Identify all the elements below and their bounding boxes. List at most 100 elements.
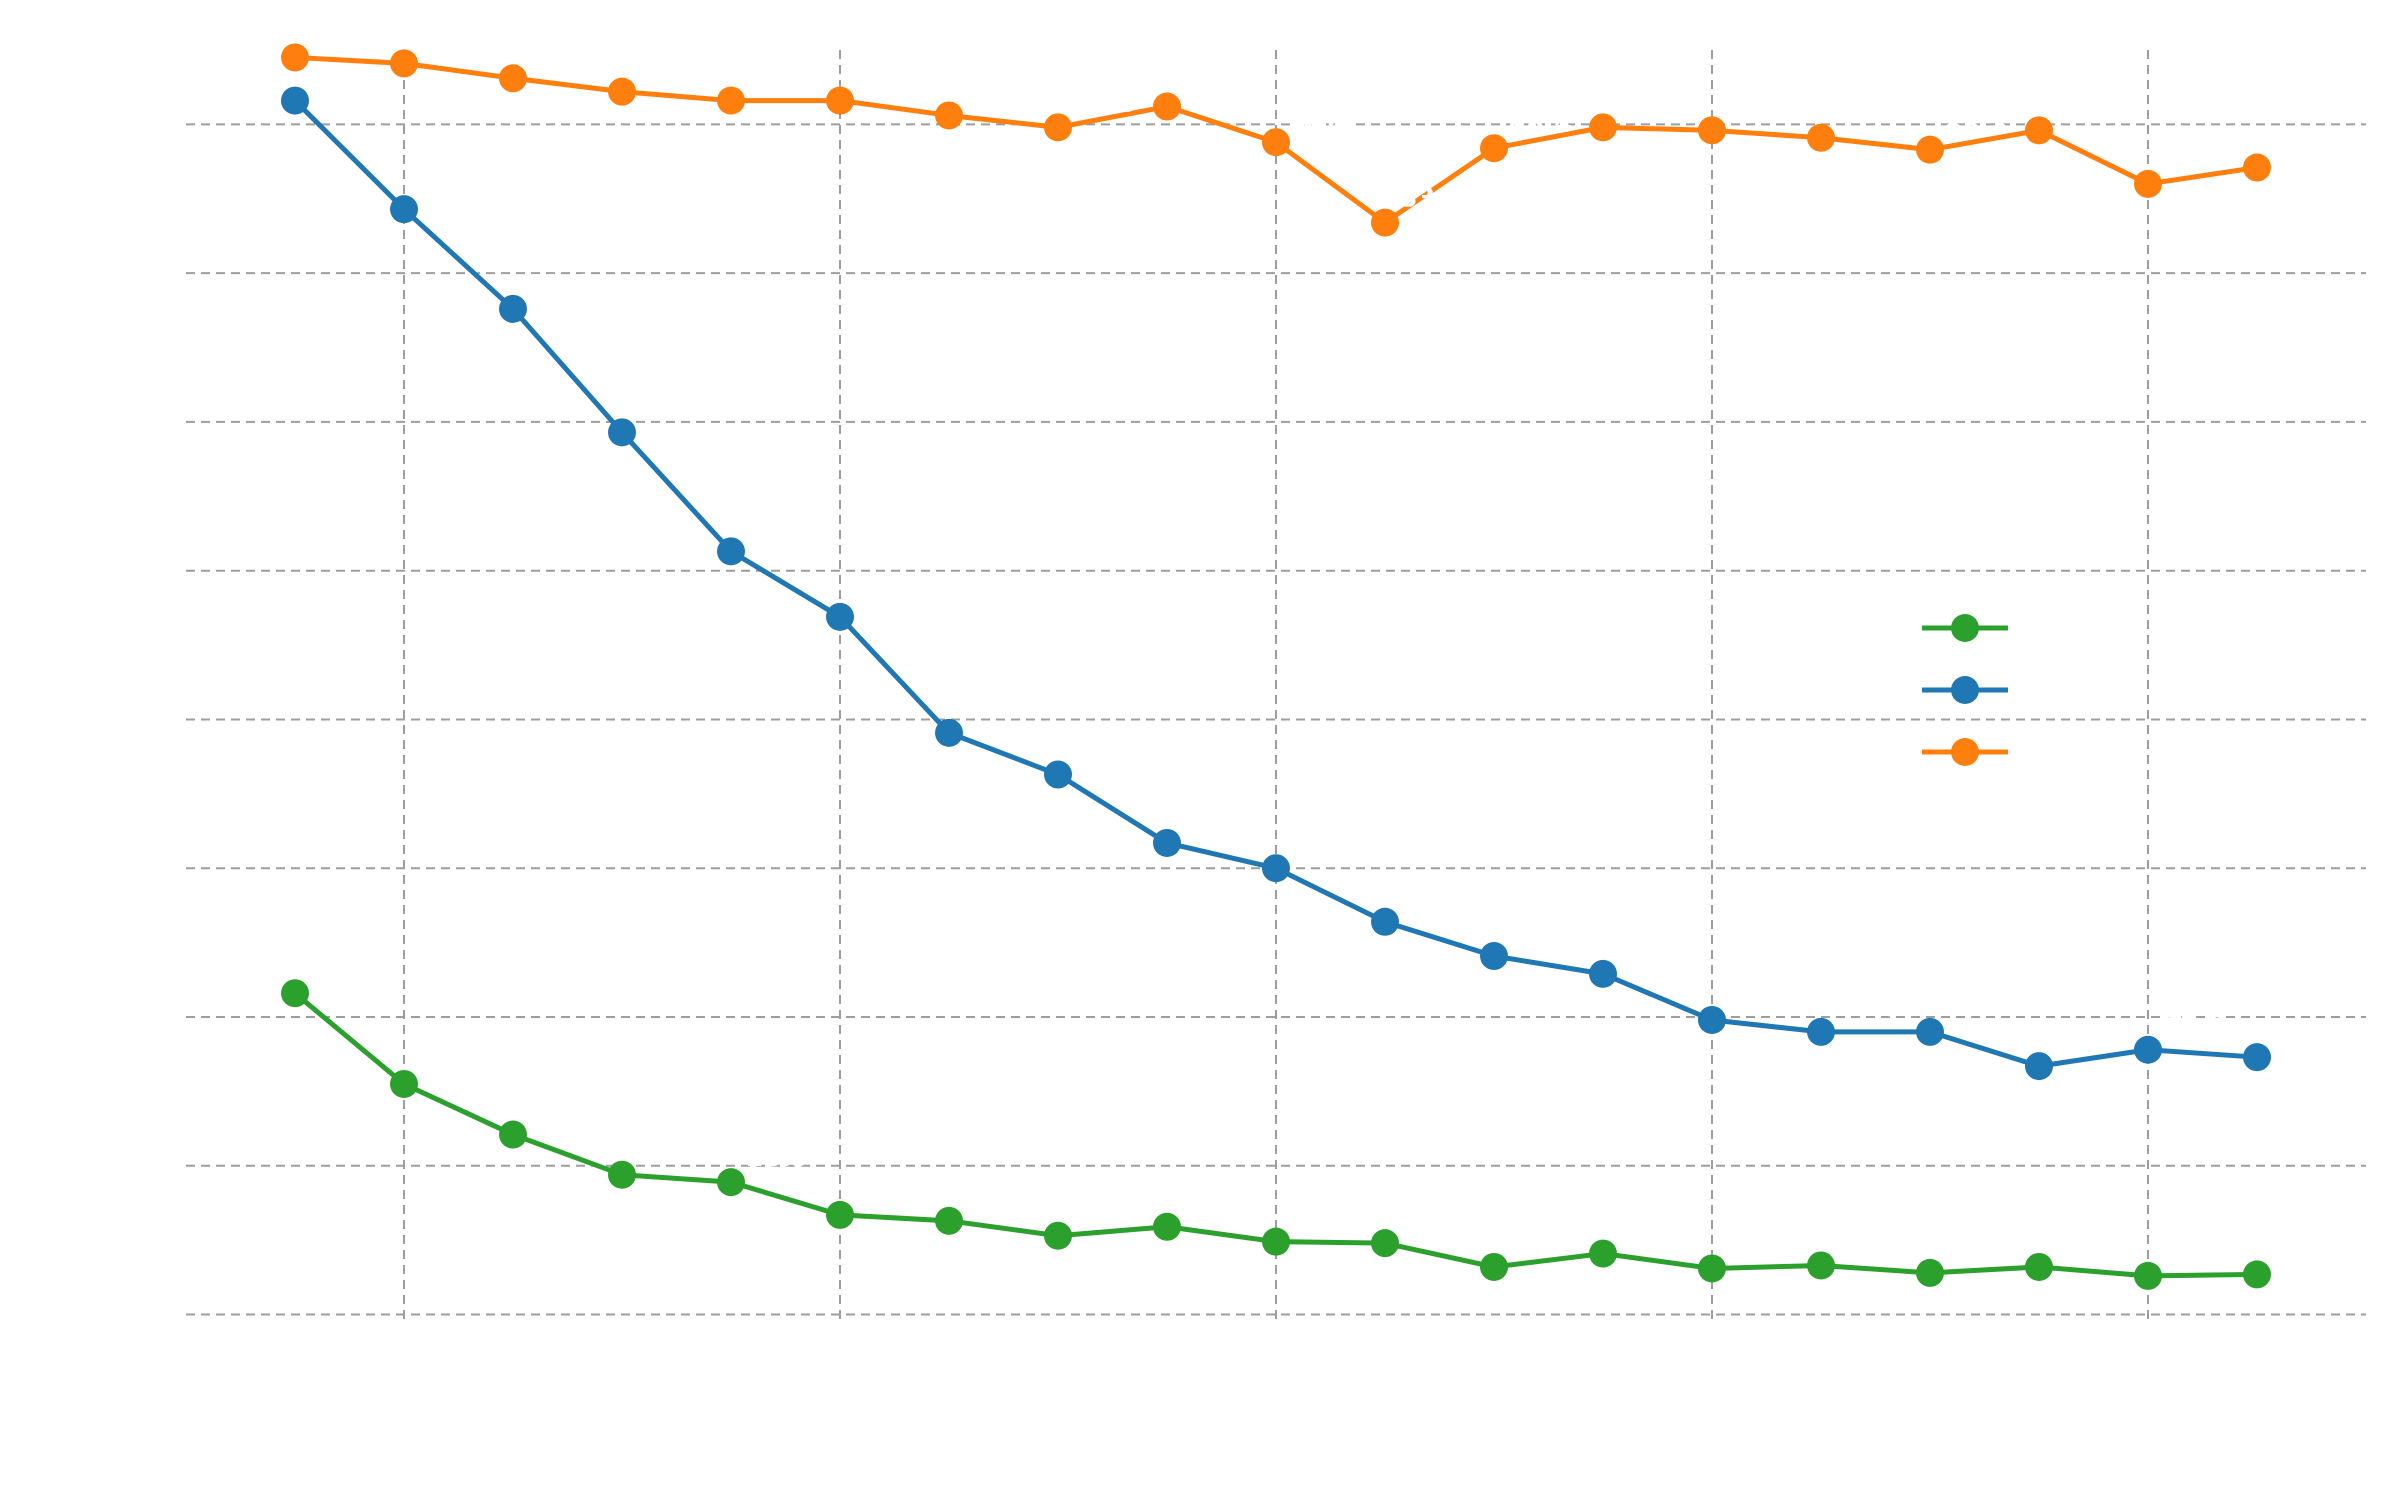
data-point-green (1589, 1239, 1617, 1268)
data-point-orange (1698, 116, 1726, 145)
x-tick-label: 9 (2138, 1343, 2157, 1378)
data-point-green (1916, 1258, 1944, 1287)
data-label-green: 15.9 (1181, 1188, 1245, 1218)
x-tick-label: 1 (394, 1343, 413, 1378)
series-group: 31.6 25.5 22.1 19.4 18.9 16.7 16.3 15.3 15.9 14.9… (281, 18, 2335, 1290)
data-point-green (1698, 1254, 1726, 1283)
legend (1922, 614, 2008, 766)
x-tick-label: 7 (1702, 1343, 1721, 1378)
data-label-green: 31.6 (309, 954, 373, 984)
x-tick-label: 3 (830, 1343, 849, 1378)
data-label-orange: 88.4 (1508, 109, 1572, 139)
data-point-blue (1480, 942, 1508, 971)
data-label-blue: 61.3 (745, 512, 809, 542)
data-label-blue: 49.1 (963, 694, 1027, 724)
data-label-blue: 27.3 (2271, 1018, 2335, 1048)
data-label-orange: 91.2 (1181, 68, 1245, 98)
data-point-green (499, 1120, 527, 1149)
data-point-green (1153, 1212, 1181, 1241)
y-tick-label: 80 (128, 256, 166, 291)
data-label-orange: 86.0 (2162, 145, 2226, 175)
data-label-orange: 94.5 (309, 18, 373, 48)
data-label-green: 12.8 (1944, 1234, 2008, 1264)
data-point-orange (1807, 123, 1835, 152)
data-point-blue (608, 418, 636, 447)
data-label-green: 14.9 (1290, 1203, 1354, 1233)
data-label-blue: 84.3 (418, 170, 482, 200)
data-point-orange (2025, 116, 2053, 145)
data-label-blue: 91.6 (309, 62, 373, 92)
data-point-blue (1807, 1017, 1835, 1046)
data-point-blue (1589, 959, 1617, 988)
data-label-orange: 93.1 (527, 39, 591, 69)
data-point-green (2025, 1252, 2053, 1281)
y-tick-label: 70 (128, 405, 166, 440)
axis-ticks: 10 20 30 40 50 60 70 80 90 1 3 5 7 9 (128, 107, 2158, 1378)
data-point-green (1262, 1227, 1290, 1256)
data-point-orange (935, 101, 963, 130)
data-label-blue: 34.1 (1508, 917, 1572, 947)
y-tick-label: 40 (128, 851, 166, 886)
data-point-orange (1262, 128, 1290, 157)
data-point-orange (1589, 113, 1617, 142)
data-label-green: 19.4 (636, 1136, 700, 1166)
data-point-blue (1044, 760, 1072, 789)
data-label-blue: 29.0 (1944, 993, 2008, 1023)
data-point-green (1480, 1252, 1508, 1281)
data-point-orange (826, 86, 854, 115)
y-tick-label: 90 (128, 107, 166, 142)
data-point-blue (499, 294, 527, 323)
data-point-orange (1371, 208, 1399, 237)
data-point-blue (1916, 1017, 1944, 1046)
data-label-orange: 89.1 (1835, 99, 1899, 129)
data-label-orange: 88.3 (1944, 111, 2008, 141)
data-label-green: 13.2 (2053, 1228, 2117, 1258)
x-tick-label: 5 (1266, 1343, 1285, 1378)
data-label-blue: 26.7 (2053, 1027, 2117, 1057)
data-point-green (935, 1206, 963, 1235)
y-tick-label: 20 (128, 1149, 166, 1184)
data-point-blue (2025, 1052, 2053, 1081)
y-tick-label: 50 (128, 702, 166, 737)
data-label-blue: 77.6 (527, 270, 591, 300)
data-point-green (2243, 1260, 2271, 1289)
data-point-blue (935, 718, 963, 747)
data-point-green (608, 1160, 636, 1189)
data-point-green (1044, 1221, 1072, 1250)
data-label-orange: 89.8 (1617, 88, 1681, 118)
data-label-blue: 69.3 (636, 393, 700, 423)
data-label-orange: 91.6 (745, 62, 809, 92)
data-point-orange (608, 77, 636, 106)
data-label-green: 12.6 (2162, 1237, 2226, 1267)
data-label-orange: 89.8 (1072, 88, 1136, 118)
series-blue: 91.6 84.3 77.6 69.3 61.3 56.9 49.1 46.3 41.7 40.0… (281, 62, 2335, 1081)
data-point-blue (390, 195, 418, 224)
data-label-orange: 92.2 (636, 53, 700, 83)
data-label-blue: 27.8 (2162, 1011, 2226, 1041)
data-label-blue: 41.7 (1181, 804, 1245, 834)
y-tick-label: 60 (128, 554, 166, 589)
y-tick-label: 30 (128, 1000, 166, 1035)
data-point-green (281, 979, 309, 1008)
data-label-orange: 83.4 (1399, 184, 1463, 214)
data-label-orange: 89.6 (2053, 91, 2117, 121)
data-point-green (826, 1200, 854, 1229)
data-label-orange: 90.6 (963, 76, 1027, 106)
data-point-blue (1153, 828, 1181, 857)
series-green: 31.6 25.5 22.1 19.4 18.9 16.7 16.3 15.3 15.9 14.9… (281, 954, 2335, 1290)
data-label-green: 16.7 (854, 1176, 918, 1206)
data-label-blue: 29.0 (1835, 993, 1899, 1023)
data-point-green (717, 1168, 745, 1197)
legend-marker-blue (1951, 676, 1979, 704)
y-tick-label: 10 (128, 1298, 166, 1333)
data-point-blue (1698, 1005, 1726, 1034)
data-point-orange (390, 49, 418, 78)
grid (186, 50, 2366, 1322)
data-point-blue (281, 86, 309, 115)
data-point-green (1371, 1229, 1399, 1258)
data-label-green: 14.1 (1617, 1215, 1681, 1245)
data-label-green: 12.7 (2271, 1235, 2335, 1265)
data-label-blue: 36.4 (1399, 883, 1463, 913)
data-point-green (2134, 1261, 2162, 1290)
